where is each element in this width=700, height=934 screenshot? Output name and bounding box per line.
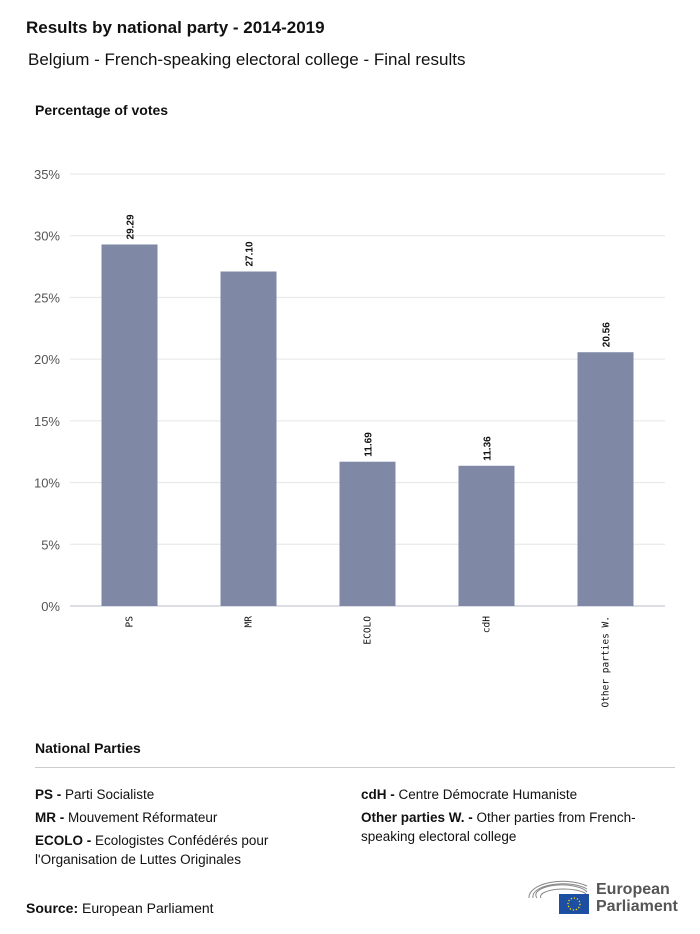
legend-divider <box>35 767 675 768</box>
x-tick-label: ECOLO <box>363 616 374 645</box>
data-label: 11.36 <box>483 436 494 461</box>
chart-title: Results by national party - 2014-2019 <box>26 18 325 37</box>
european-parliament-logo <box>528 880 589 914</box>
y-tick-label: 30% <box>34 229 60 244</box>
bar <box>220 271 277 606</box>
legend-item-mr: MR - Mouvement Réformateur <box>35 810 218 825</box>
legend-item-ecolo: ECOLO - Ecologistes Confédérés pour l'Or… <box>35 833 269 867</box>
chart-subtitle: Belgium - French-speaking electoral coll… <box>28 50 466 69</box>
y-tick-label: 5% <box>41 537 60 552</box>
bar <box>458 465 515 606</box>
data-label: 27.10 <box>245 241 256 266</box>
x-tick-label: Other parties W. <box>601 616 612 708</box>
bar <box>101 244 158 606</box>
y-tick-label: 10% <box>34 476 60 491</box>
data-label: 29.29 <box>126 214 137 239</box>
data-label: 11.69 <box>364 432 375 457</box>
y-tick-label: 15% <box>34 414 60 429</box>
x-tick-label: MR <box>244 616 255 628</box>
legend-item-cdh: cdH - Centre Démocrate Humaniste <box>361 787 578 802</box>
legend-title: National Parties <box>35 740 141 756</box>
x-tick-label: cdH <box>482 616 493 633</box>
y-axis-label: Percentage of votes <box>35 102 169 118</box>
x-tick-label: PS <box>125 616 136 628</box>
legend-item-ps: PS - Parti Socialiste <box>35 787 155 802</box>
y-tick-label: 25% <box>34 290 60 305</box>
bar-chart: 0% 5% 10% 15% 20% 25% 30% 35% 29.29 PS 27.10 MR 11.6… <box>34 167 665 708</box>
data-label: 20.56 <box>602 322 613 347</box>
y-tick-label: 0% <box>41 599 60 614</box>
y-tick-label: 20% <box>34 352 60 367</box>
source-note: Source: European Parliament <box>26 900 214 916</box>
y-tick-label: 35% <box>34 167 60 182</box>
bar <box>577 352 634 606</box>
bar <box>339 461 396 606</box>
logo-text: European Parliament <box>596 881 678 915</box>
legend-item-other: Other parties W. - Other parties from Fr… <box>361 810 636 844</box>
